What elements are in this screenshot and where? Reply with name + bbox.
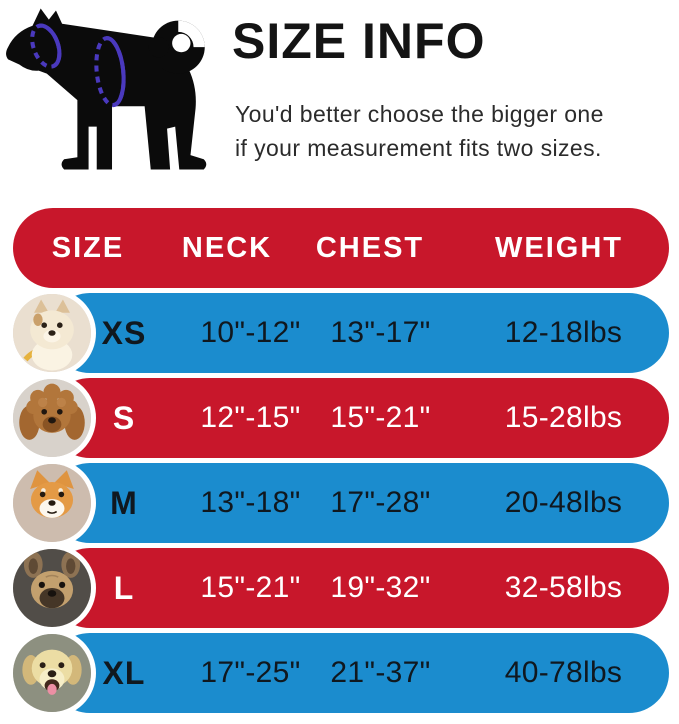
table-row-xs: XS 10"-12" 13"-17" 12-18lbs — [0, 289, 679, 377]
size-cell: L — [113, 569, 135, 606]
dog-photo-pomeranian — [8, 289, 96, 377]
column-header-size: SIZE — [51, 231, 125, 264]
dog-photo-shiba-inu — [8, 459, 96, 547]
column-header-weight: WEIGHT — [495, 231, 623, 264]
chest-cell: 15"-21" — [330, 401, 431, 434]
dog-photo-french-bulldog — [8, 544, 96, 632]
page-title: SIZE INFO — [232, 13, 486, 69]
table-row-xl: XL 17"-25" 21"-37" 40-78lbs — [0, 629, 679, 717]
neck-cell: 13"-18" — [200, 486, 301, 519]
dog-measurement-illustration-icon — [4, 6, 218, 178]
row-pill: S 12"-15" 15"-21" 15-28lbs — [50, 378, 669, 458]
subtitle-line-2: if your measurement fits two sizes. — [235, 135, 602, 161]
neck-cell: 10"-12" — [200, 316, 301, 349]
table-row-s: S 12"-15" 15"-21" 15-28lbs — [0, 374, 679, 462]
hero-section: SIZE INFO You'd better choose the bigger… — [0, 0, 679, 206]
chest-cell: 17"-28" — [330, 486, 431, 519]
table-row-m: M 13"-18" 17"-28" 20-48lbs — [0, 459, 679, 547]
table-row-l: L 15"-21" 19"-32" 32-58lbs — [0, 544, 679, 632]
weight-cell: 20-48lbs — [504, 486, 623, 519]
row-pill: XS 10"-12" 13"-17" 12-18lbs — [50, 293, 669, 373]
row-pill: L 15"-21" 19"-32" 32-58lbs — [50, 548, 669, 628]
dog-photo-labrador — [8, 629, 96, 717]
weight-cell: 12-18lbs — [504, 316, 623, 349]
column-header-chest: CHEST — [315, 231, 425, 264]
size-cell: XS — [101, 314, 147, 351]
size-cell: M — [110, 484, 138, 521]
dog-photo-poodle — [8, 374, 96, 462]
chest-cell: 21"-37" — [330, 656, 431, 689]
page-subtitle: You'd better choose the bigger one if yo… — [235, 97, 604, 165]
table-header-row: SIZE NECK CHEST WEIGHT — [13, 208, 669, 288]
row-pill: XL 17"-25" 21"-37" 40-78lbs — [50, 633, 669, 713]
weight-cell: 40-78lbs — [504, 656, 623, 689]
size-cell: XL — [102, 654, 146, 691]
weight-cell: 15-28lbs — [504, 401, 623, 434]
neck-cell: 12"-15" — [200, 401, 301, 434]
row-pill: M 13"-18" 17"-28" 20-48lbs — [50, 463, 669, 543]
chest-cell: 19"-32" — [330, 571, 431, 604]
size-cell: S — [112, 399, 136, 436]
chest-cell: 13"-17" — [330, 316, 431, 349]
weight-cell: 32-58lbs — [504, 571, 623, 604]
neck-cell: 15"-21" — [200, 571, 301, 604]
subtitle-line-1: You'd better choose the bigger one — [235, 101, 604, 127]
size-chart: SIZE NECK CHEST WEIGHT — [0, 208, 679, 717]
neck-cell: 17"-25" — [200, 656, 301, 689]
column-header-neck: NECK — [181, 231, 273, 264]
